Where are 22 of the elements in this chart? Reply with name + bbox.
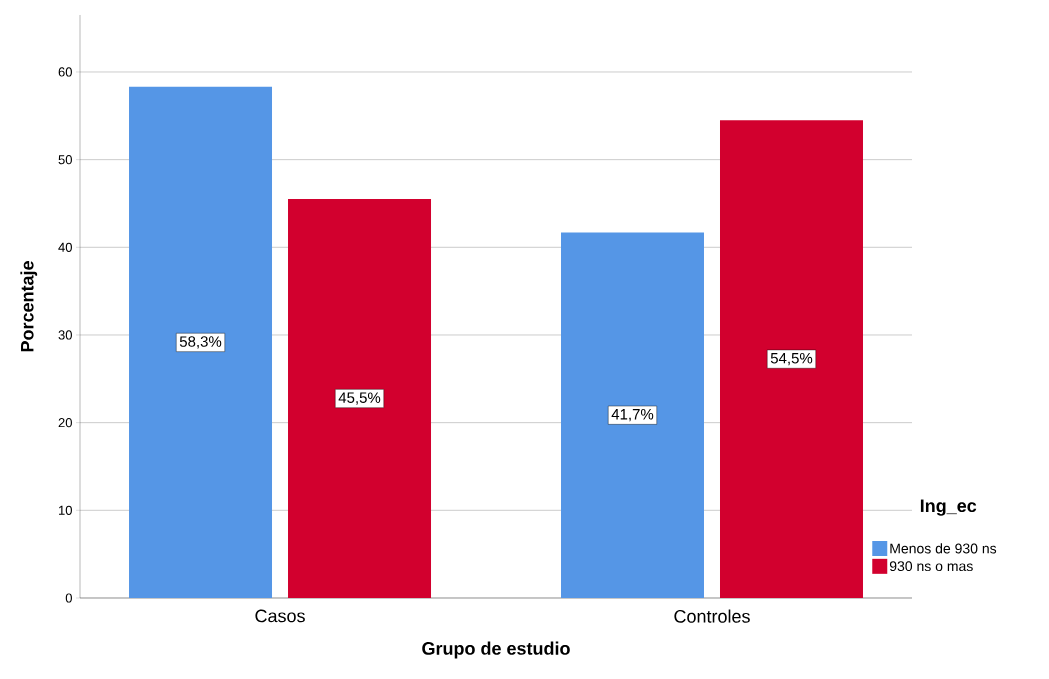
legend-title: Ing_ec	[920, 499, 977, 516]
bar	[561, 232, 704, 598]
bar	[720, 120, 863, 598]
y-axis-title: Porcentaje	[20, 261, 38, 352]
y-tick-label: 0	[65, 593, 72, 603]
bar	[129, 86, 273, 598]
y-tick-label: 20	[58, 418, 72, 428]
y-tick-label: 30	[58, 330, 72, 340]
legend-label: Menos de 930 ns	[890, 543, 997, 554]
data-label: 58,3%	[179, 336, 222, 349]
x-axis-title: Grupo de estudio	[422, 641, 570, 659]
y-tick-label: 40	[58, 242, 72, 252]
y-tick-label: 50	[58, 155, 72, 165]
x-tick-label: Casos	[255, 609, 305, 623]
data-label: 54,5%	[770, 352, 813, 366]
y-tick-label: 10	[59, 505, 72, 515]
data-label: 45,5%	[338, 392, 381, 405]
bar	[288, 199, 432, 598]
x-tick-label: Controles	[674, 609, 750, 623]
data-label: 41,7%	[611, 409, 654, 422]
legend-label: 930 ns o mas	[889, 561, 973, 572]
y-tick-label: 60	[58, 67, 72, 77]
